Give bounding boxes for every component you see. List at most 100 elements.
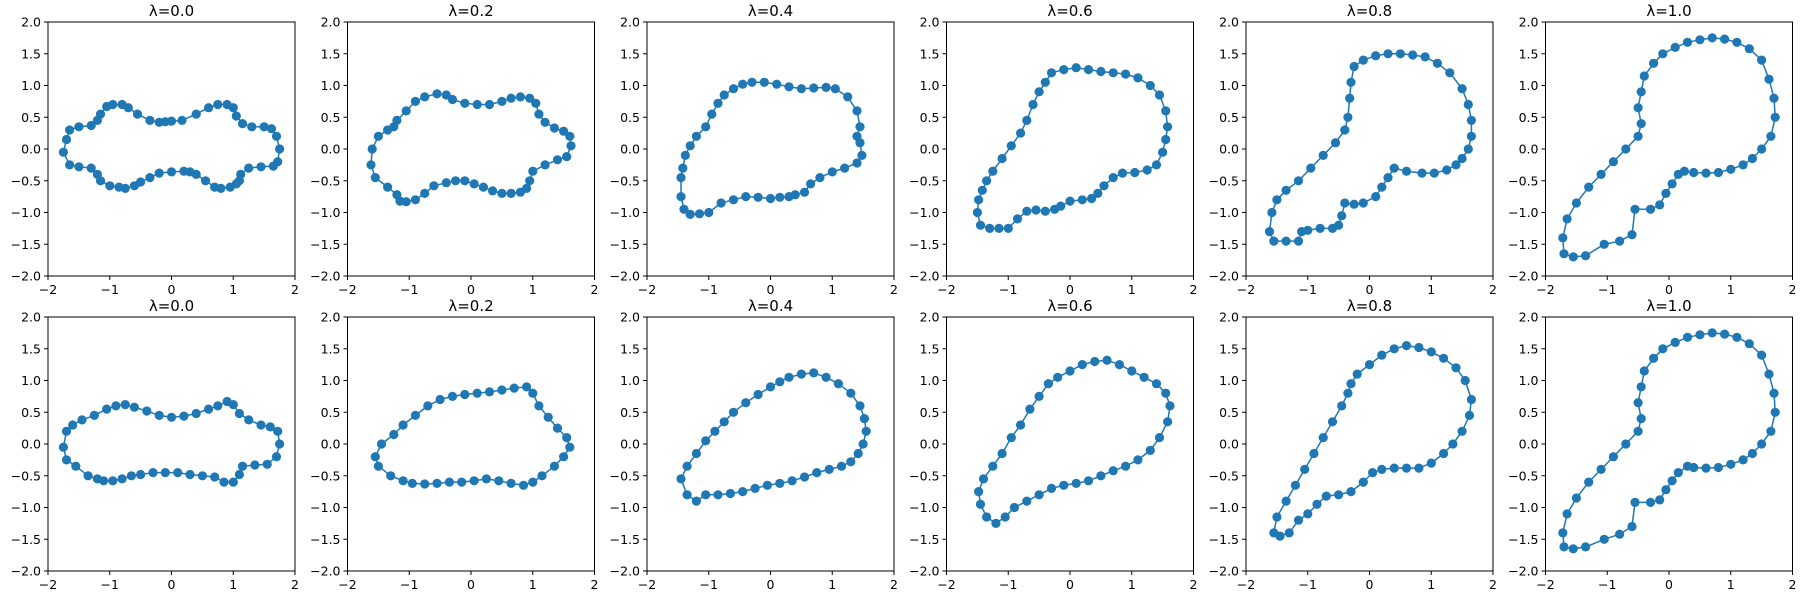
data-point	[132, 109, 143, 119]
data-point	[219, 477, 229, 487]
data-point	[173, 468, 183, 478]
x-tick-label: 0	[1665, 282, 1673, 297]
data-point	[1133, 73, 1143, 83]
data-point	[543, 412, 553, 422]
x-tick-label: −2	[1536, 282, 1554, 297]
subplot-title: λ=0.0	[149, 297, 194, 315]
data-point	[268, 161, 278, 171]
data-point	[484, 99, 495, 110]
x-tick-label: 2	[1489, 282, 1497, 297]
data-point	[1757, 55, 1767, 65]
x-tick-label: 2	[890, 282, 898, 297]
data-point	[1726, 164, 1736, 174]
data-point	[1352, 369, 1362, 379]
y-tick-label: −0.5	[909, 468, 939, 483]
data-point	[191, 109, 201, 119]
x-tick-label: −2	[937, 282, 955, 297]
data-point	[565, 442, 575, 452]
data-point	[775, 377, 785, 387]
data-point	[775, 192, 785, 202]
y-tick-label: 1.0	[21, 78, 41, 93]
data-point	[407, 478, 417, 488]
data-point	[1083, 476, 1094, 486]
x-tick-label: 2	[1789, 577, 1797, 592]
data-point	[1766, 426, 1776, 436]
data-point	[741, 398, 751, 408]
data-point	[1389, 344, 1399, 354]
data-point	[89, 410, 99, 420]
data-point	[275, 439, 285, 449]
x-tick-label: 1	[529, 577, 537, 592]
data-point	[1682, 461, 1693, 471]
data-point	[1108, 68, 1118, 78]
x-tick-label: 1	[229, 577, 237, 592]
data-point	[444, 477, 454, 487]
data-point	[1608, 157, 1618, 167]
subplot-title: λ=0.2	[448, 297, 493, 315]
y-tick-label: −0.5	[11, 173, 41, 188]
data-point	[200, 176, 211, 186]
data-point	[759, 77, 769, 87]
data-point	[1009, 502, 1020, 513]
data-point	[1108, 466, 1118, 476]
data-point	[515, 92, 526, 102]
data-point	[1633, 426, 1643, 436]
data-point	[707, 109, 717, 119]
data-point	[1769, 93, 1779, 103]
data-point	[985, 223, 995, 233]
x-tick-label: 2	[1489, 577, 1497, 592]
data-point	[1358, 55, 1368, 65]
data-point	[506, 478, 516, 488]
data-point	[65, 160, 75, 170]
data-point	[497, 188, 507, 198]
y-tick-label: −1.0	[310, 500, 340, 515]
data-point	[237, 461, 248, 471]
x-tick-label: 0	[767, 577, 775, 592]
data-point	[1457, 426, 1467, 436]
data-point	[1599, 534, 1609, 544]
data-point	[855, 401, 865, 411]
data-point	[1142, 165, 1152, 175]
axes-frame	[946, 316, 1194, 572]
data-point	[1006, 433, 1016, 443]
y-tick-label: 0.0	[21, 142, 41, 157]
x-tick-label: 0	[1665, 577, 1673, 592]
series-line	[1273, 344, 1473, 537]
data-point	[111, 401, 121, 411]
x-tick-label: −2	[39, 282, 57, 297]
x-tick-label: −2	[1536, 577, 1554, 592]
data-point	[974, 487, 984, 497]
data-point	[506, 188, 516, 198]
data-point	[713, 490, 723, 500]
data-point	[1463, 144, 1473, 154]
data-point	[1022, 206, 1032, 216]
y-tick-label: −1.5	[610, 237, 640, 252]
data-point	[997, 448, 1007, 459]
y-tick-label: 0.0	[21, 437, 41, 452]
data-point	[92, 169, 102, 179]
data-point	[1713, 462, 1723, 473]
subplot-title: λ=1.0	[1646, 2, 1691, 20]
subplot-title: λ=0.2	[448, 2, 493, 20]
data-point	[1757, 439, 1767, 449]
x-tick-label: 1	[529, 282, 537, 297]
y-tick-label: −1.5	[909, 532, 939, 547]
data-point	[1466, 115, 1476, 125]
data-point	[694, 209, 705, 219]
data-point	[210, 182, 220, 192]
data-point	[506, 93, 516, 103]
data-point	[1281, 236, 1291, 246]
data-point	[1050, 204, 1060, 214]
data-point	[1077, 195, 1087, 205]
data-point	[1358, 477, 1368, 487]
y-tick-label: −1.0	[310, 205, 340, 220]
axes-frame	[1245, 21, 1494, 277]
data-point	[65, 125, 75, 135]
y-tick-label: −1.0	[610, 205, 640, 220]
data-point	[540, 117, 550, 127]
x-tick-label: −1	[1598, 282, 1616, 297]
data-point	[815, 173, 825, 183]
data-point	[210, 472, 220, 482]
data-point	[1083, 65, 1094, 75]
x-tick-label: −2	[937, 577, 955, 592]
